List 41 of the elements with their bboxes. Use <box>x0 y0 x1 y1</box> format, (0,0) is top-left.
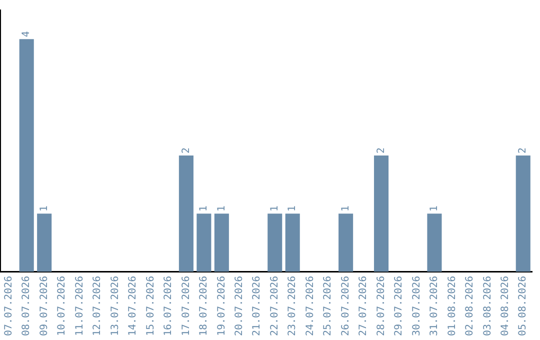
x-tick-label: 27.07.2026 <box>358 276 370 336</box>
x-tick-label: 07.07.2026 <box>3 276 14 336</box>
x-tick-label: 02.08.2026 <box>464 276 476 336</box>
data-label: 2 <box>180 147 192 154</box>
x-tick-label: 26.07.2026 <box>340 276 352 336</box>
x-tick-label: 09.07.2026 <box>38 276 50 336</box>
x-tick-label: 19.07.2026 <box>216 276 228 336</box>
x-tick-label: 29.07.2026 <box>394 276 405 336</box>
x-tick-label: 25.07.2026 <box>322 276 334 336</box>
x-tick-label: 11.07.2026 <box>74 276 86 336</box>
x-tick-label: 03.08.2026 <box>482 276 494 336</box>
x-tick-label: 28.07.2026 <box>376 276 387 336</box>
x-tick-label: 01.08.2026 <box>446 276 458 336</box>
data-label: 1 <box>198 206 210 212</box>
x-tick-label: 23.07.2026 <box>287 276 298 336</box>
x-tick-label: 12.07.2026 <box>92 276 104 336</box>
x-tick-label: 14.07.2026 <box>128 276 139 336</box>
x-tick-label: 24.07.2026 <box>304 276 316 336</box>
data-label: 1 <box>429 206 440 212</box>
x-tick-label: 16.07.2026 <box>163 276 174 336</box>
data-label: 1 <box>269 206 280 212</box>
x-tick-label: 10.07.2026 <box>56 276 68 336</box>
x-tick-label: 04.08.2026 <box>500 276 511 336</box>
x-tick-label: 30.07.2026 <box>411 276 422 336</box>
x-tick-label: 05.08.2026 <box>518 276 529 336</box>
x-tick-label: 31.07.2026 <box>429 276 440 336</box>
x-tick-label: 13.07.2026 <box>110 276 121 336</box>
x-tick-label: 08.07.2026 <box>21 276 32 336</box>
data-label: 1 <box>340 206 352 212</box>
x-tick-label: 22.07.2026 <box>269 276 280 336</box>
x-tick-label: 15.07.2026 <box>145 276 156 336</box>
x-tick-label: 18.07.2026 <box>198 276 210 336</box>
x-tick-label: 20.07.2026 <box>234 276 245 336</box>
data-label: 1 <box>216 206 228 212</box>
data-label: 4 <box>21 31 32 38</box>
data-label: 1 <box>38 206 50 212</box>
x-tick-label: 17.07.2026 <box>180 276 192 336</box>
x-tick-label: 21.07.2026 <box>252 276 263 336</box>
data-label: 2 <box>376 147 387 154</box>
data-label: 2 <box>518 147 529 154</box>
data-label: 1 <box>287 206 298 212</box>
